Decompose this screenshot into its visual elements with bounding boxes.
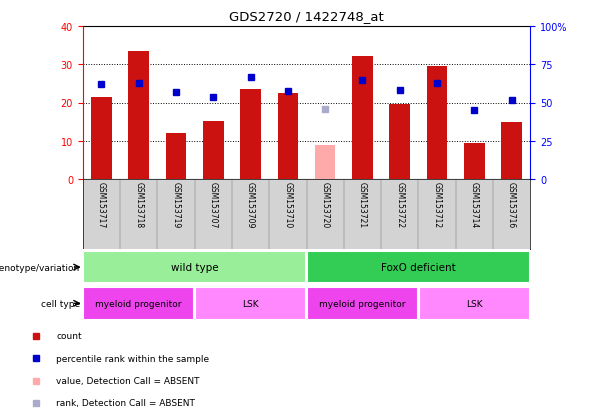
Text: GSM153712: GSM153712	[433, 182, 441, 228]
Bar	[83, 252, 306, 283]
Bar	[129, 52, 149, 180]
Bar	[203, 121, 224, 180]
Text: GSM153710: GSM153710	[283, 182, 292, 228]
Text: GSM153722: GSM153722	[395, 182, 404, 228]
Bar	[307, 252, 530, 283]
Text: rank, Detection Call = ABSENT: rank, Detection Call = ABSENT	[56, 399, 196, 407]
Bar	[307, 287, 418, 320]
Text: GSM153717: GSM153717	[97, 182, 106, 228]
Text: myeloid progenitor: myeloid progenitor	[96, 299, 182, 308]
Text: GSM153718: GSM153718	[134, 182, 143, 228]
Bar	[464, 143, 484, 180]
Text: GSM153716: GSM153716	[507, 182, 516, 228]
Text: count: count	[56, 332, 82, 341]
Text: cell type: cell type	[40, 299, 80, 308]
Bar	[195, 287, 306, 320]
Text: GSM153714: GSM153714	[470, 182, 479, 228]
Text: LSK: LSK	[466, 299, 482, 308]
Text: LSK: LSK	[242, 299, 259, 308]
Text: GSM153721: GSM153721	[358, 182, 367, 228]
Text: GSM153707: GSM153707	[209, 182, 218, 228]
Bar	[91, 97, 112, 180]
Bar	[278, 94, 298, 180]
Bar	[240, 90, 261, 180]
Text: genotype/variation: genotype/variation	[0, 263, 80, 272]
Text: GSM153720: GSM153720	[321, 182, 330, 228]
Text: GDS2720 / 1422748_at: GDS2720 / 1422748_at	[229, 10, 384, 23]
Bar	[166, 134, 186, 180]
Text: wild type: wild type	[171, 262, 218, 273]
Bar	[389, 105, 410, 180]
Text: value, Detection Call = ABSENT: value, Detection Call = ABSENT	[56, 376, 200, 385]
Bar	[427, 67, 447, 180]
Bar	[315, 145, 335, 180]
Text: myeloid progenitor: myeloid progenitor	[319, 299, 406, 308]
Text: FoxO deficient: FoxO deficient	[381, 262, 455, 273]
Bar	[83, 287, 194, 320]
Text: percentile rank within the sample: percentile rank within the sample	[56, 354, 210, 363]
Text: GSM153719: GSM153719	[172, 182, 180, 228]
Text: GSM153709: GSM153709	[246, 182, 255, 228]
Bar	[352, 57, 373, 180]
Bar	[419, 287, 530, 320]
Bar	[501, 122, 522, 180]
